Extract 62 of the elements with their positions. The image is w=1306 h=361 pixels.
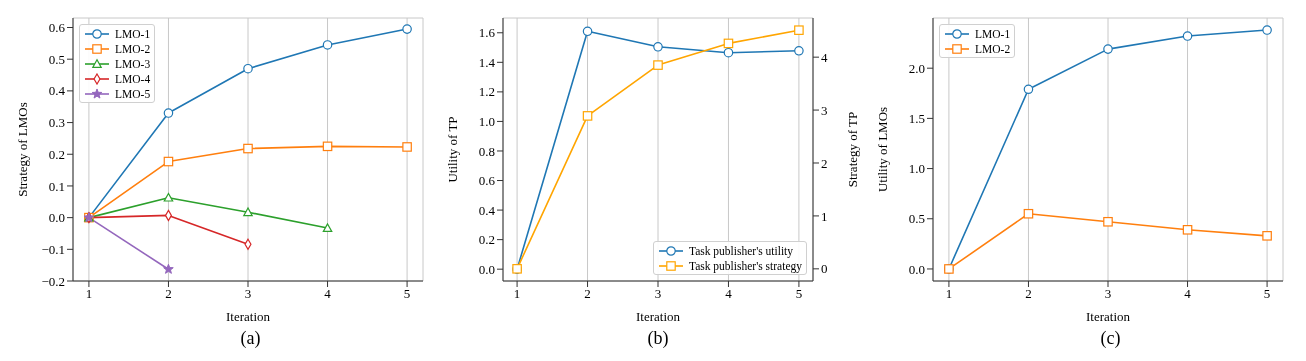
y-tick-label: 0.4 <box>478 202 496 218</box>
legend-label: LMO-4 <box>115 72 151 85</box>
y-tick-label: −0.1 <box>41 241 65 257</box>
y-tick-label: 2.0 <box>908 60 925 76</box>
y-tick-label: 0.6 <box>478 173 496 189</box>
text: (b) <box>646 328 670 349</box>
y-tick-label: 0.4 <box>48 83 66 99</box>
legend-label: Task publisher's utility <box>688 244 794 257</box>
x-tick-label: 1 <box>513 286 521 302</box>
x-tick-label: 3 <box>1104 286 1112 302</box>
text: (a) <box>239 328 262 349</box>
y2-tick-label: 2 <box>821 155 828 171</box>
y-tick-label: 0.0 <box>478 261 495 277</box>
y-tick-label: 0.8 <box>478 143 495 159</box>
x-tick-label: 2 <box>1025 286 1032 302</box>
legend-label: Task publisher's strategy <box>688 259 802 272</box>
y-tick-label: 0.2 <box>48 146 65 162</box>
y-axis-title: Strategy of LMOs <box>14 102 30 197</box>
y-tick-label: 0.5 <box>908 211 925 227</box>
y-axis-title: Utility of TP <box>444 116 460 183</box>
y2-tick-label: 4 <box>821 49 828 65</box>
y-axis-title: Utility of LMOs <box>874 106 890 193</box>
x-tick-label: 2 <box>165 286 172 302</box>
y-tick-label: 0.0 <box>48 210 65 226</box>
y-tick-label: 1.6 <box>478 25 496 41</box>
x-axis-title: Iteration <box>225 309 271 324</box>
x-tick-label: 5 <box>403 286 411 302</box>
x-tick-label: 4 <box>725 286 733 302</box>
x-axis-title: Iteration <box>635 309 681 324</box>
x-axis-title: Iteration <box>1085 309 1131 324</box>
y-tick-label: 0.3 <box>48 115 65 131</box>
legend-label: LMO-1 <box>975 27 1011 40</box>
y-tick-label: 1.4 <box>478 54 496 70</box>
legend-label: LMO-1 <box>115 27 151 40</box>
y-tick-label: 0.6 <box>48 20 66 36</box>
text: (c) <box>1099 328 1122 349</box>
y-tick-label: 0.2 <box>478 232 495 248</box>
x-tick-label: 4 <box>324 286 332 302</box>
x-tick-label: 1 <box>85 286 93 302</box>
x-tick-label: 5 <box>1263 286 1271 302</box>
y-tick-label: −0.2 <box>41 273 65 289</box>
x-tick-label: 3 <box>654 286 662 302</box>
y-tick-label: 1.2 <box>478 84 495 100</box>
y-tick-label: 0.1 <box>48 178 65 194</box>
y-tick-label: 0.5 <box>48 51 65 67</box>
y-tick-label: 1.0 <box>908 161 925 177</box>
y-tick-label: 1.5 <box>908 111 925 126</box>
legend-label: LMO-2 <box>975 42 1011 55</box>
x-tick-label: 3 <box>244 286 252 302</box>
y2-axis-title: Strategy of TP <box>844 111 860 188</box>
y2-tick-label: 1 <box>821 208 828 224</box>
y2-tick-label: 3 <box>821 102 828 118</box>
x-tick-label: 4 <box>1184 286 1192 302</box>
x-tick-label: 5 <box>795 286 803 302</box>
legend-label: LMO-5 <box>115 87 151 100</box>
x-tick-label: 1 <box>945 286 953 302</box>
y2-tick-label: 0 <box>821 261 828 277</box>
legend-label: LMO-3 <box>115 57 151 70</box>
x-tick-label: 2 <box>584 286 591 302</box>
y-tick-label: 1.0 <box>478 114 495 130</box>
y-tick-label: 0.0 <box>908 261 925 277</box>
legend-label: LMO-2 <box>115 42 151 55</box>
